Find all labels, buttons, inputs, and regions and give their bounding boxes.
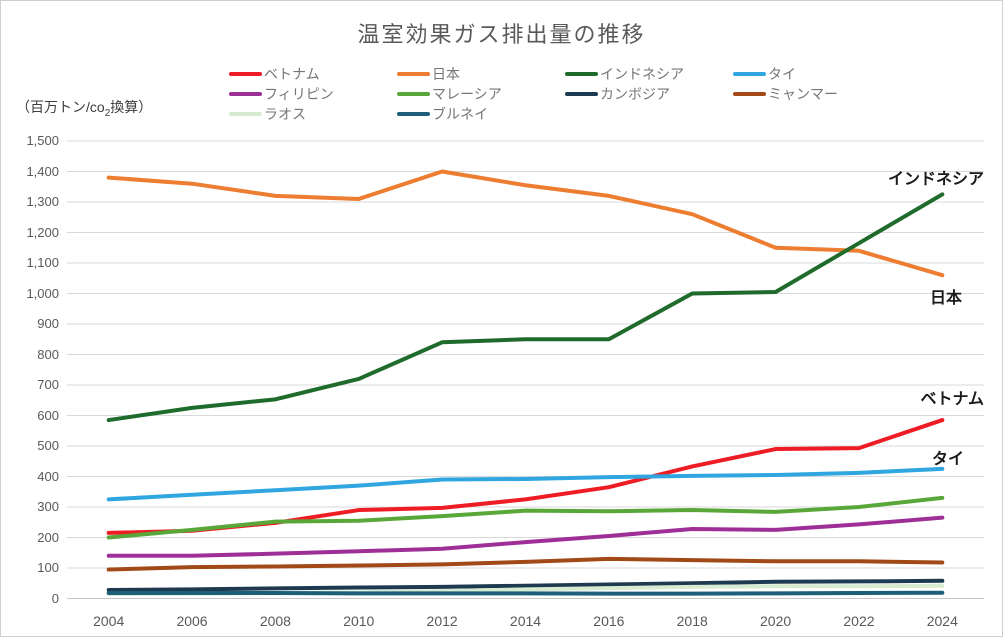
series-line-ブルネイ <box>106 590 945 596</box>
legend-item-ベトナム: ベトナム <box>229 64 397 84</box>
x-axis-label-2006: 2006 <box>176 613 208 629</box>
chart-title: 温室効果ガス排出量の推移 <box>357 22 646 47</box>
annotation-thailand: タイ <box>931 451 964 468</box>
legend-item-カンボジア: カンボジア <box>565 84 733 104</box>
y-axis-label-1100: 1,100 <box>26 255 59 270</box>
unit-label-prefix: （百万トン/co <box>16 99 105 115</box>
x-axis-label-2008: 2008 <box>259 613 291 629</box>
series-line-ミャンマー <box>106 556 945 572</box>
series-line-インドネシア <box>106 192 945 423</box>
series-line-タイ <box>106 466 945 502</box>
legend-swatch-フィリピン <box>229 92 262 96</box>
legend-label-ラオス: ラオス <box>264 106 306 122</box>
x-axis-label-2024: 2024 <box>926 613 958 629</box>
y-axis-label-1000: 1,000 <box>26 285 59 301</box>
legend-label-タイ: タイ <box>768 66 796 82</box>
y-axis-label-0: 0 <box>51 590 59 606</box>
x-axis-label-2004: 2004 <box>93 613 125 629</box>
legend-item-ラオス: ラオス <box>229 104 397 124</box>
legend-item-インドネシア: インドネシア <box>565 64 733 84</box>
y-axis-label-100: 100 <box>37 560 59 575</box>
series-line-マレーシア <box>106 495 945 540</box>
legend-swatch-マレーシア <box>397 92 430 96</box>
y-axis-label-1200: 1,200 <box>26 224 59 240</box>
series-line-カンボジア <box>106 578 945 592</box>
legend-swatch-カンボジア <box>565 92 598 96</box>
legend-item-マレーシア: マレーシア <box>397 84 565 104</box>
legend-item-タイ: タイ <box>733 64 901 84</box>
y-axis-unit-label: （百万トン/co2換算） <box>16 97 152 119</box>
x-axis-label-2020: 2020 <box>760 613 792 629</box>
legend-item-ミャンマー: ミャンマー <box>733 84 901 104</box>
y-axis-label-800: 800 <box>37 346 59 362</box>
legend-label-ブルネイ: ブルネイ <box>432 106 488 122</box>
y-axis-label-1500: 1,500 <box>26 133 59 148</box>
x-axis-label-2012: 2012 <box>426 613 458 629</box>
y-axis-label-400: 400 <box>37 468 59 484</box>
y-axis-label-600: 600 <box>37 407 59 423</box>
unit-label-suffix: 換算） <box>110 99 153 115</box>
legend-swatch-ラオス <box>229 112 262 116</box>
unit-label-subscript: 2 <box>104 107 111 119</box>
legend-swatch-日本 <box>397 72 430 76</box>
x-axis-label-2016: 2016 <box>593 613 625 629</box>
x-axis-label-2022: 2022 <box>843 613 875 629</box>
legend-label-ミャンマー: ミャンマー <box>768 86 838 102</box>
legend-swatch-ブルネイ <box>397 112 430 116</box>
x-axis-label-2010: 2010 <box>343 613 375 629</box>
annotation-japan: 日本 <box>929 290 962 307</box>
legend-swatch-ベトナム <box>229 72 262 76</box>
series-line-フィリピン <box>106 515 945 558</box>
legend-label-日本: 日本 <box>432 66 460 82</box>
legend-item-日本: 日本 <box>397 64 565 84</box>
annotation-indonesia: インドネシア <box>887 171 984 188</box>
legend: ベトナム 日本 インドネシア タイフィリピン マレーシア カンボジア ミャンマーラオス ブルネ… <box>229 64 901 124</box>
legend-label-フィリピン: フィリピン <box>264 86 334 102</box>
y-axis-label-500: 500 <box>37 438 59 453</box>
y-axis-label-200: 200 <box>37 529 59 545</box>
legend-item-フィリピン: フィリピン <box>229 84 397 104</box>
legend-label-インドネシア: インドネシア <box>600 66 684 82</box>
y-axis-label-700: 700 <box>37 377 59 392</box>
legend-label-カンボジア: カンボジア <box>600 86 670 102</box>
x-axis-label-2018: 2018 <box>676 613 708 629</box>
legend-swatch-タイ <box>733 72 766 76</box>
y-axis-label-1400: 1,400 <box>26 163 59 179</box>
legend-swatch-インドネシア <box>565 72 598 76</box>
legend-swatch-ミャンマー <box>733 92 766 96</box>
y-axis-label-300: 300 <box>37 499 59 514</box>
x-axis-label-2014: 2014 <box>509 613 542 629</box>
legend-label-ベトナム: ベトナム <box>264 66 320 82</box>
annotation-vietnam: ベトナム <box>920 391 984 408</box>
series-line-日本 <box>106 169 945 278</box>
legend-item-ブルネイ: ブルネイ <box>397 104 565 124</box>
legend-label-マレーシア: マレーシア <box>432 86 502 102</box>
y-axis-label-900: 900 <box>37 316 59 331</box>
y-axis-label-1300: 1,300 <box>26 194 59 209</box>
